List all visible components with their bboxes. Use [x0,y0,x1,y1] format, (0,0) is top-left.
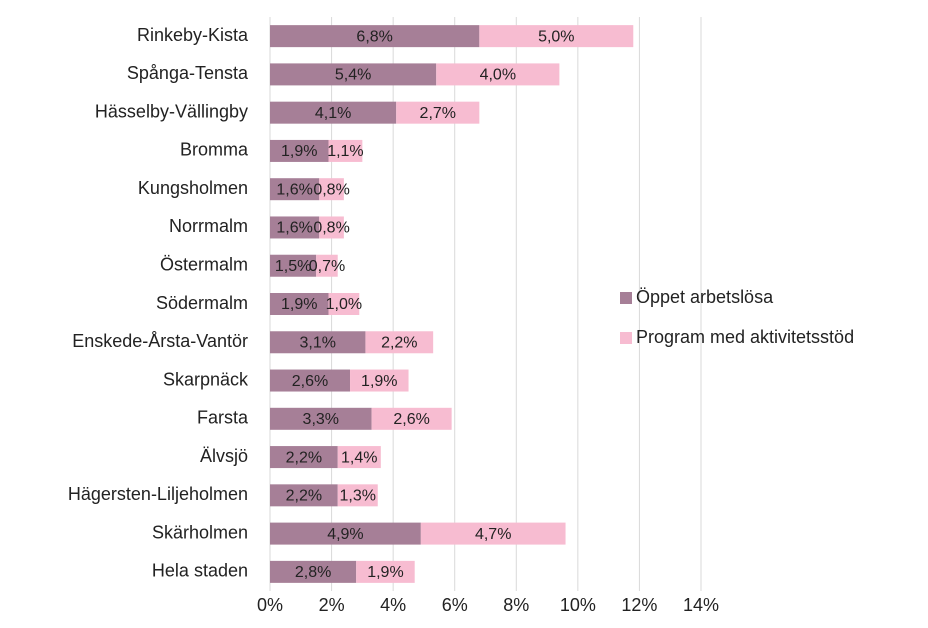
y-tick-label: Hässelby-Vällingby [95,101,248,121]
bar-segment [270,101,397,124]
legend-label: Öppet arbetslösa [636,287,774,307]
x-tick-label: 12% [621,595,657,615]
bar-segment [365,331,434,354]
bar-segment [270,331,366,354]
value-label: 1,6% [276,220,312,237]
value-label: 5,4% [335,67,371,84]
value-label: 1,5% [275,258,311,275]
value-label: 4,7% [475,526,511,543]
value-label: 3,3% [303,411,339,428]
value-label: 1,9% [361,373,397,390]
value-label: 1,6% [276,181,312,198]
bar-segment [350,369,409,392]
bar-segment [316,254,338,277]
bar-segment [319,216,344,239]
y-tick-label: Norrmalm [169,216,248,236]
bar-segment [436,63,560,86]
x-tick-label: 2% [319,595,345,615]
legend-swatch [620,292,632,304]
bar-segment [270,446,338,469]
value-label: 0,8% [313,181,349,198]
bar-segment [270,293,329,315]
bar-segment [328,139,363,162]
bar-segment [337,446,381,469]
value-label: 2,2% [381,334,417,351]
value-label: 4,0% [480,67,516,84]
y-tick-label: Enskede-Årsta-Vantör [72,331,248,351]
value-label: 4,1% [315,105,351,122]
value-label: 1,9% [367,564,403,581]
value-label: 2,7% [420,105,456,122]
bar-segment [319,178,344,201]
bar-segment [479,25,634,48]
bar-segment [420,522,566,545]
value-label: 5,0% [538,28,574,45]
y-tick-label: Östermalm [160,254,248,274]
y-tick-label: Spånga-Tensta [127,63,249,83]
value-label: 1,9% [281,143,317,160]
x-tick-label: 8% [503,595,529,615]
x-tick-label: 0% [257,595,283,615]
y-tick-label: Hägersten-Liljeholmen [68,484,248,504]
bar-segment [270,560,357,583]
bar-segment [328,293,360,315]
legend-swatch [620,332,632,344]
value-label: 2,2% [286,449,322,466]
value-label: 1,4% [341,449,377,466]
y-tick-label: Skarpnäck [163,369,249,389]
x-tick-label: 10% [560,595,596,615]
value-label: 4,9% [327,526,363,543]
bar-segment [270,25,480,48]
bar-segment [270,63,437,86]
value-label: 1,1% [327,143,363,160]
y-tick-label: Södermalm [156,293,248,313]
value-label: 6,8% [356,28,392,45]
bar-segment [270,178,320,201]
y-tick-label: Bromma [180,140,249,160]
bar-segment [371,407,452,430]
bar-segment [270,484,338,507]
bar-segment [356,560,415,583]
bar-segment [270,216,320,239]
x-tick-label: 14% [683,595,719,615]
bar-segment [396,101,480,124]
bar-segment [270,254,317,277]
value-label: 2,6% [292,373,328,390]
bar-segment [270,369,351,392]
bar-segment [270,139,329,162]
value-label: 3,1% [299,334,335,351]
value-label: 1,0% [326,296,362,313]
value-label: 2,2% [286,488,322,505]
y-tick-label: Farsta [197,408,249,428]
y-tick-label: Rinkeby-Kista [137,25,249,45]
y-tick-label: Skärholmen [152,522,248,542]
value-label: 0,7% [309,258,345,275]
bar-segment [270,522,421,545]
value-label: 1,3% [340,488,376,505]
bar-segment [270,407,372,430]
y-tick-label: Hela staden [152,561,248,581]
value-label: 2,6% [393,411,429,428]
y-tick-label: Kungsholmen [138,178,248,198]
bar-segment [337,484,378,507]
value-label: 0,8% [313,220,349,237]
y-tick-label: Älvsjö [200,446,248,466]
x-tick-label: 6% [442,595,468,615]
value-label: 1,9% [281,296,317,313]
x-tick-label: 4% [380,595,406,615]
value-label: 2,8% [295,564,331,581]
legend-label: Program med aktivitetsstöd [636,327,854,347]
